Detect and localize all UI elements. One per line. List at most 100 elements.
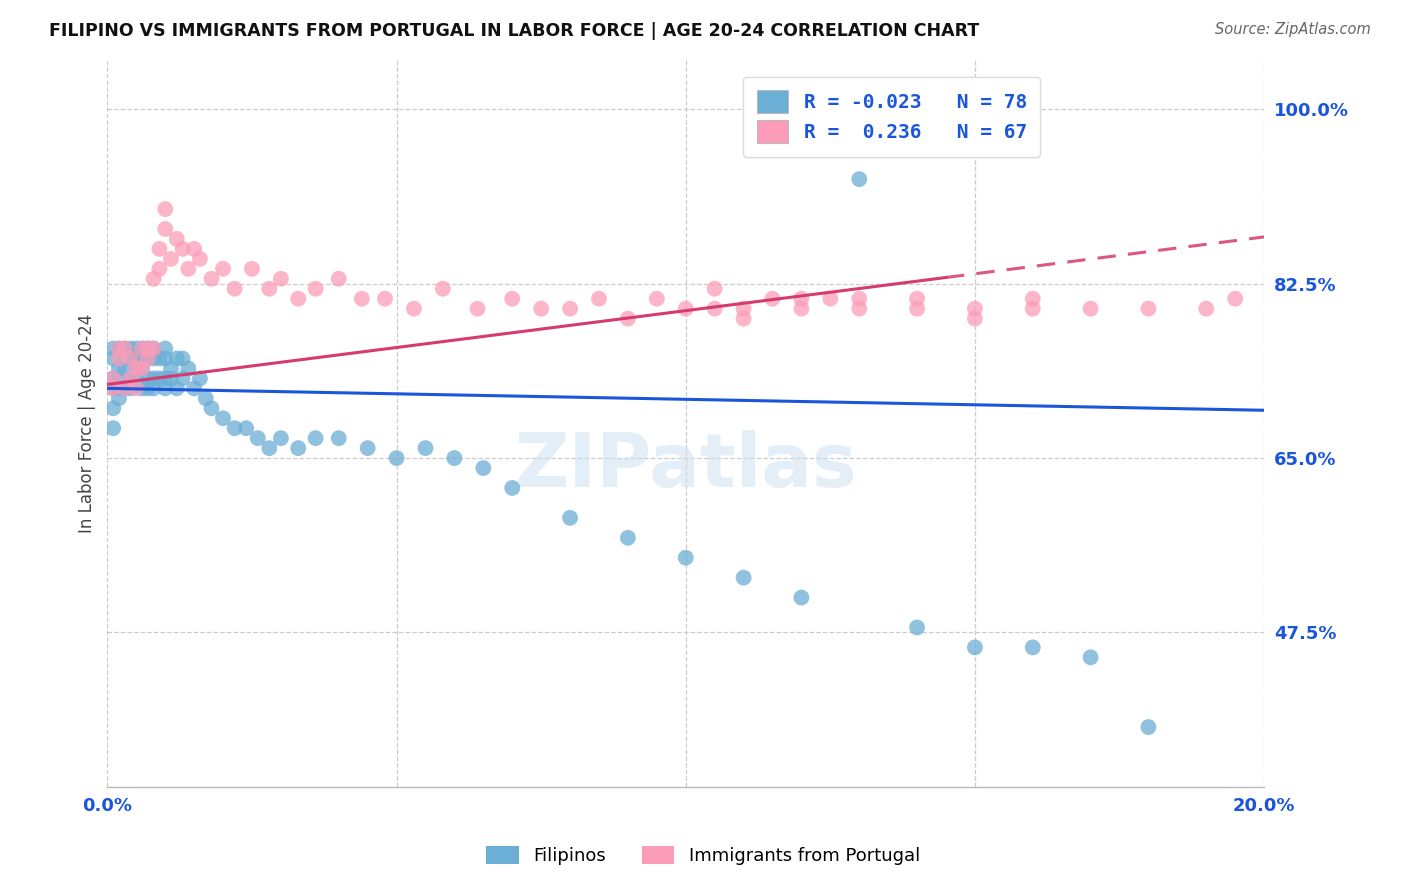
Point: [212, 411, 235, 425]
Point: [148, 351, 170, 366]
Point: [108, 392, 131, 406]
Point: [108, 371, 131, 385]
Text: Source: ZipAtlas.com: Source: ZipAtlas.com: [1215, 22, 1371, 37]
Point: [125, 342, 148, 356]
Point: [761, 292, 783, 306]
Point: [467, 301, 489, 316]
Point: [114, 351, 136, 366]
Point: [125, 361, 148, 376]
Point: [108, 342, 131, 356]
Point: [125, 351, 148, 366]
Point: [617, 311, 640, 326]
Point: [120, 371, 142, 385]
Point: [270, 431, 292, 445]
Point: [131, 361, 153, 376]
Point: [501, 292, 523, 306]
Point: [160, 252, 183, 266]
Point: [733, 301, 755, 316]
Point: [155, 381, 177, 395]
Point: [148, 371, 170, 385]
Point: [131, 351, 153, 366]
Point: [188, 371, 211, 385]
Point: [224, 282, 246, 296]
Point: [142, 371, 165, 385]
Point: [136, 351, 159, 366]
Text: FILIPINO VS IMMIGRANTS FROM PORTUGAL IN LABOR FORCE | AGE 20-24 CORRELATION CHAR: FILIPINO VS IMMIGRANTS FROM PORTUGAL IN …: [49, 22, 980, 40]
Point: [328, 431, 350, 445]
Point: [155, 222, 177, 236]
Point: [172, 351, 194, 366]
Point: [108, 351, 131, 366]
Point: [703, 301, 725, 316]
Legend: R = -0.023   N = 78, R =  0.236   N = 67: R = -0.023 N = 78, R = 0.236 N = 67: [744, 77, 1040, 156]
Point: [136, 342, 159, 356]
Point: [1022, 292, 1045, 306]
Point: [963, 301, 986, 316]
Point: [645, 292, 668, 306]
Point: [142, 381, 165, 395]
Point: [131, 342, 153, 356]
Point: [172, 371, 194, 385]
Point: [131, 342, 153, 356]
Point: [108, 381, 131, 395]
Point: [166, 381, 188, 395]
Point: [101, 401, 124, 416]
Point: [142, 342, 165, 356]
Legend: Filipinos, Immigrants from Portugal: Filipinos, Immigrants from Portugal: [477, 837, 929, 874]
Point: [1080, 301, 1102, 316]
Point: [530, 301, 553, 316]
Point: [212, 261, 235, 276]
Point: [235, 421, 257, 435]
Point: [194, 392, 217, 406]
Point: [905, 301, 928, 316]
Point: [790, 301, 813, 316]
Point: [114, 381, 136, 395]
Point: [136, 381, 159, 395]
Point: [733, 311, 755, 326]
Point: [415, 441, 437, 455]
Point: [120, 371, 142, 385]
Point: [963, 640, 986, 655]
Point: [142, 342, 165, 356]
Point: [200, 272, 222, 286]
Point: [114, 342, 136, 356]
Point: [558, 511, 581, 525]
Point: [588, 292, 610, 306]
Point: [188, 252, 211, 266]
Point: [224, 421, 246, 435]
Point: [148, 261, 170, 276]
Point: [136, 351, 159, 366]
Point: [848, 292, 870, 306]
Point: [172, 242, 194, 256]
Point: [101, 371, 124, 385]
Point: [385, 451, 408, 466]
Point: [155, 342, 177, 356]
Point: [356, 441, 378, 455]
Point: [703, 282, 725, 296]
Point: [101, 351, 124, 366]
Point: [160, 361, 183, 376]
Point: [101, 342, 124, 356]
Point: [270, 272, 292, 286]
Point: [177, 261, 200, 276]
Point: [183, 381, 205, 395]
Point: [155, 371, 177, 385]
Point: [558, 301, 581, 316]
Point: [472, 461, 495, 475]
Point: [114, 361, 136, 376]
Text: ZIPatlas: ZIPatlas: [515, 430, 858, 503]
Point: [136, 342, 159, 356]
Point: [402, 301, 425, 316]
Point: [155, 351, 177, 366]
Point: [101, 371, 124, 385]
Point: [432, 282, 454, 296]
Point: [675, 301, 697, 316]
Point: [287, 441, 309, 455]
Point: [374, 292, 396, 306]
Point: [125, 371, 148, 385]
Point: [125, 381, 148, 395]
Point: [304, 431, 326, 445]
Point: [155, 202, 177, 216]
Point: [200, 401, 222, 416]
Point: [101, 421, 124, 435]
